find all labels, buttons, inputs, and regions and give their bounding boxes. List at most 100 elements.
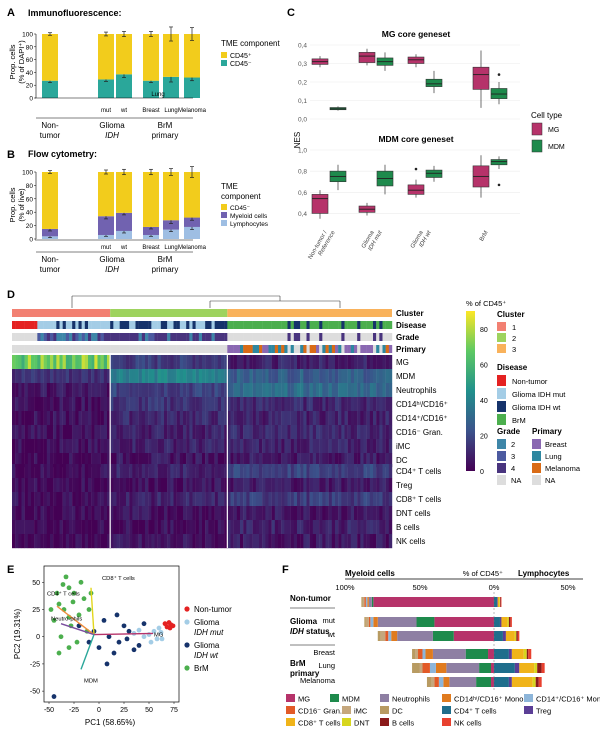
heat-cell xyxy=(119,492,124,507)
heat-cell xyxy=(385,425,390,440)
heat-cell xyxy=(37,383,41,398)
heat-cell xyxy=(300,439,304,454)
heat-cell xyxy=(97,383,101,398)
heat-cell xyxy=(72,411,76,426)
grade-cell xyxy=(382,333,386,341)
heat-cell xyxy=(59,383,63,398)
heat-cell xyxy=(27,478,32,493)
disease-cell xyxy=(233,321,238,329)
a-x-melanoma: Melanoma xyxy=(178,108,207,114)
heat-cell xyxy=(202,534,206,549)
bar-Myeloid cells xyxy=(163,220,179,230)
disease-cell xyxy=(382,321,386,329)
heat-cell xyxy=(328,534,333,549)
heat-cell xyxy=(360,478,364,493)
heat-cell xyxy=(338,534,342,549)
heat-cell xyxy=(278,534,282,549)
heat-cell xyxy=(214,534,219,549)
heat-cell xyxy=(262,464,266,479)
heat-cell xyxy=(300,464,304,479)
f-bar-iMC xyxy=(415,649,419,659)
f-bar-CD14ʰⁱ/CD16⁺ Mono xyxy=(373,617,378,627)
heat-cell xyxy=(154,383,158,398)
heat-cell xyxy=(221,520,225,535)
grade-cell xyxy=(312,333,317,341)
heat-cell xyxy=(198,534,203,549)
heat-cell xyxy=(198,492,203,507)
heat-cell xyxy=(290,355,295,370)
heat-cell xyxy=(369,453,374,468)
heat-cell xyxy=(350,439,355,454)
heat-cell xyxy=(164,355,168,370)
heat-cell xyxy=(189,439,193,454)
primary-cell xyxy=(195,345,200,353)
disease-cell xyxy=(319,321,323,329)
panel-a-letter: A xyxy=(7,7,15,19)
heat-cell xyxy=(27,439,32,454)
disease-cell xyxy=(132,321,136,329)
heat-cell xyxy=(262,453,266,468)
e-ylabel: PC2 (19.31%) xyxy=(13,609,22,660)
heat-cell xyxy=(366,492,371,507)
heat-cell xyxy=(331,506,336,521)
heat-cell xyxy=(293,492,298,507)
heat-cell xyxy=(376,383,380,398)
heat-cell xyxy=(316,464,320,479)
heat-cell xyxy=(12,355,16,370)
heat-cell xyxy=(328,397,333,412)
heat-cell xyxy=(75,369,79,384)
heat-cell xyxy=(75,439,79,454)
heat-cell xyxy=(211,439,215,454)
heat-cell xyxy=(103,506,108,521)
panel-a-bars xyxy=(42,26,200,98)
heat-cell xyxy=(40,439,44,454)
heat-cell xyxy=(331,520,336,535)
disease-cell xyxy=(62,321,67,329)
heat-cell xyxy=(69,492,73,507)
heat-cell xyxy=(100,411,105,426)
heat-cell xyxy=(224,425,228,440)
heat-cell xyxy=(208,355,212,370)
heat-cell xyxy=(325,478,329,493)
heat-cell xyxy=(119,453,124,468)
d-colorbar-title: % of CD45⁺ xyxy=(466,299,506,308)
heat-cell xyxy=(208,439,212,454)
heat-cell xyxy=(309,355,314,370)
heat-cell xyxy=(268,453,272,468)
grade-cell xyxy=(259,333,263,341)
heat-cell xyxy=(366,464,371,479)
heat-cell xyxy=(284,397,288,412)
heat-cell xyxy=(103,411,108,426)
heat-cell xyxy=(135,369,139,384)
heat-cell xyxy=(293,534,298,549)
e-point-BrM xyxy=(56,601,62,607)
heat-cell xyxy=(189,492,193,507)
heat-cell xyxy=(388,478,393,493)
bar-CD45⁺ xyxy=(42,80,58,98)
panel-e-letter: E xyxy=(7,564,14,576)
heat-cell xyxy=(170,534,174,549)
heat-cell xyxy=(240,383,244,398)
heat-cell xyxy=(297,383,301,398)
primary-cell xyxy=(103,345,108,353)
heat-cell xyxy=(221,506,225,521)
heat-cell xyxy=(360,397,364,412)
heat-cell xyxy=(160,520,165,535)
heat-cell xyxy=(319,397,323,412)
heat-cell xyxy=(224,369,228,384)
heat-cell xyxy=(37,492,41,507)
heat-cell xyxy=(59,355,63,370)
heat-cell xyxy=(316,439,320,454)
heat-cell xyxy=(46,355,51,370)
heat-cell xyxy=(138,383,143,398)
heat-cell xyxy=(249,383,253,398)
heat-cell xyxy=(233,520,238,535)
heat-cell xyxy=(338,439,342,454)
disease-cell xyxy=(205,321,209,329)
heat-cell xyxy=(84,411,89,426)
heat-cell xyxy=(278,425,282,440)
heat-cell xyxy=(309,520,314,535)
heat-cell xyxy=(376,411,380,426)
disease-cell xyxy=(145,321,149,329)
f-bar-CD14⁺/CD16⁺ Mono xyxy=(365,597,368,607)
